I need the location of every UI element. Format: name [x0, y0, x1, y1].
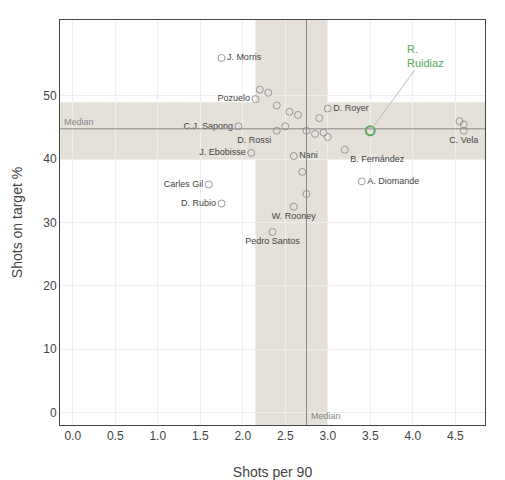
svg-text:Shots per 90: Shots per 90: [233, 464, 313, 480]
svg-text:3.0: 3.0: [319, 429, 336, 443]
svg-text:40: 40: [43, 152, 57, 166]
svg-text:20: 20: [43, 279, 57, 293]
svg-text:Nani: Nani: [299, 150, 318, 160]
svg-text:10: 10: [43, 342, 57, 356]
svg-text:J. Morris: J. Morris: [227, 52, 262, 62]
svg-text:Median: Median: [64, 117, 94, 127]
svg-text:1.0: 1.0: [149, 429, 166, 443]
svg-text:W. Rooney: W. Rooney: [272, 211, 317, 221]
svg-text:Pozuelo: Pozuelo: [218, 93, 251, 103]
svg-text:R.Ruidiaz: R.Ruidiaz: [407, 43, 444, 69]
svg-text:0.5: 0.5: [107, 429, 124, 443]
svg-text:J. Ebobisse: J. Ebobisse: [199, 147, 246, 157]
svg-text:Carles Gil: Carles Gil: [164, 179, 204, 189]
svg-text:0: 0: [50, 406, 57, 420]
svg-text:50: 50: [43, 89, 57, 103]
svg-text:C.J. Sapong: C.J. Sapong: [184, 121, 234, 131]
svg-text:D. Rubio: D. Rubio: [181, 198, 216, 208]
svg-text:0.0: 0.0: [64, 429, 81, 443]
svg-text:D. Royer: D. Royer: [333, 103, 369, 113]
svg-text:3.5: 3.5: [362, 429, 379, 443]
svg-text:Median: Median: [311, 411, 341, 421]
svg-text:A. Diomande: A. Diomande: [367, 176, 419, 186]
svg-text:Pedro Santos: Pedro Santos: [245, 236, 300, 246]
svg-text:D. Rossi: D. Rossi: [237, 135, 271, 145]
svg-text:1.5: 1.5: [192, 429, 209, 443]
svg-text:B. Fernández: B. Fernández: [350, 154, 405, 164]
svg-text:4.5: 4.5: [447, 429, 464, 443]
svg-text:2.5: 2.5: [277, 429, 294, 443]
svg-text:4.0: 4.0: [404, 429, 421, 443]
svg-text:30: 30: [43, 216, 57, 230]
svg-text:C. Vela: C. Vela: [449, 135, 478, 145]
svg-text:2.0: 2.0: [234, 429, 251, 443]
svg-text:Shots on target %: Shots on target %: [9, 167, 25, 278]
